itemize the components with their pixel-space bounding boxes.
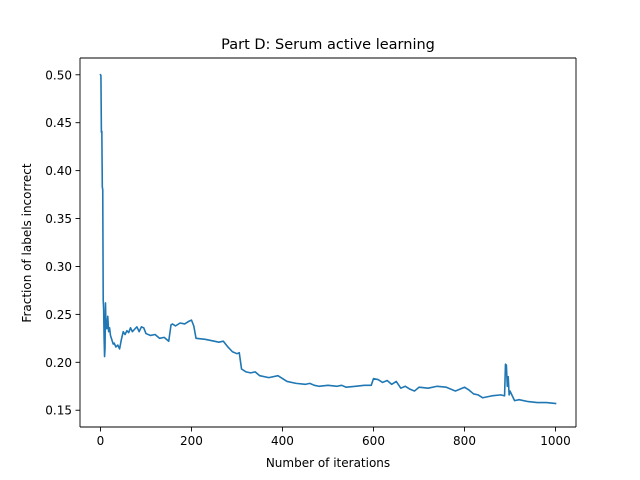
y-tick-label: 0.40 bbox=[45, 164, 72, 178]
x-tick-label: 1000 bbox=[540, 434, 571, 448]
x-tick-label: 800 bbox=[453, 434, 476, 448]
y-axis-label: Fraction of labels incorrect bbox=[20, 163, 34, 322]
x-axis-label: Number of iterations bbox=[266, 456, 390, 470]
y-tick-label: 0.45 bbox=[45, 116, 72, 130]
axes bbox=[79, 57, 577, 428]
y-tick-label: 0.50 bbox=[45, 68, 72, 82]
y-tick-label: 0.20 bbox=[45, 356, 72, 370]
chart-title: Part D: Serum active learning bbox=[221, 37, 435, 53]
x-tick-label: 0 bbox=[97, 434, 105, 448]
y-tick-label: 0.35 bbox=[45, 212, 72, 226]
x-tick-label: 200 bbox=[180, 434, 203, 448]
x-tick-label: 600 bbox=[362, 434, 385, 448]
series-line-0 bbox=[99, 73, 557, 405]
x-tick-label: 400 bbox=[271, 434, 294, 448]
y-tick-label: 0.15 bbox=[45, 404, 72, 418]
plot-area bbox=[99, 73, 557, 405]
y-tick-label: 0.30 bbox=[45, 260, 72, 274]
x-axis-ticks: 0 200 400 600 800 1000 bbox=[97, 427, 571, 448]
y-tick-label: 0.25 bbox=[45, 308, 72, 322]
y-axis-ticks: 0.15 0.20 0.25 0.30 0.35 0.40 0.45 0.50 bbox=[45, 68, 80, 418]
